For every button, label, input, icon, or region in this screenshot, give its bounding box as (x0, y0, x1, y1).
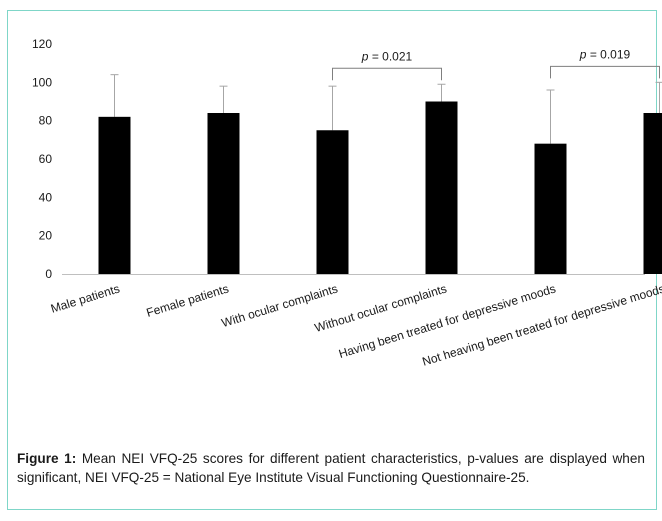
figure-caption: Figure 1: Mean NEI VFQ-25 scores for dif… (17, 449, 645, 487)
y-tick-label: 80 (39, 114, 53, 128)
category-label: Male patients (49, 281, 121, 315)
bars (98, 101, 662, 274)
bar (98, 116, 131, 274)
significance-bracket (550, 65, 660, 79)
y-tick-label: 60 (39, 152, 53, 166)
significance-brackets: p = 0.021 p = 0.019 (332, 47, 660, 81)
error-bars (110, 74, 662, 144)
bar (643, 113, 662, 274)
y-tick-label: 20 (39, 229, 53, 243)
y-tick-label: 100 (32, 75, 52, 89)
bar-chart: 0 20 40 60 80 100 120 p = 0.021 p = 0.019 Male … (32, 37, 662, 369)
y-tick-label: 120 (32, 37, 52, 51)
caption-text: Mean NEI VFQ-25 scores for different pat… (17, 451, 645, 485)
y-tick-label: 0 (45, 267, 52, 281)
bar (316, 130, 349, 274)
category-label: Female patients (145, 281, 231, 319)
significance-bracket (332, 67, 442, 81)
bar (534, 143, 567, 274)
p-value-label: p = 0.019 (579, 47, 631, 61)
bar (207, 113, 240, 274)
p-value-label: p = 0.021 (361, 49, 413, 63)
caption-label: Figure 1: (17, 451, 77, 466)
y-axis-ticks: 0 20 40 60 80 100 120 (32, 37, 52, 281)
bar (425, 101, 458, 274)
y-tick-label: 40 (39, 190, 53, 204)
